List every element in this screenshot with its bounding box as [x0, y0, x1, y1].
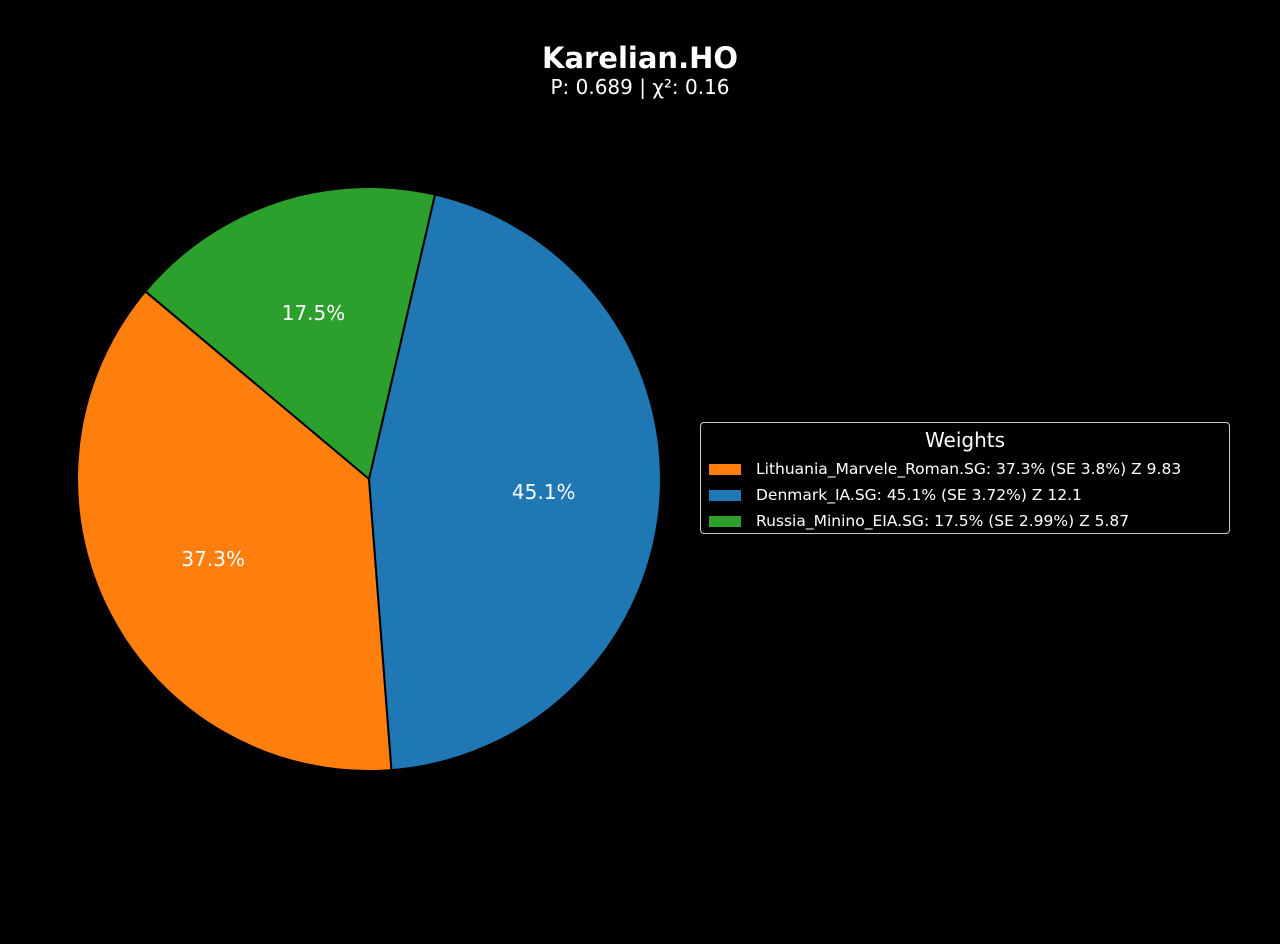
pie-slice-denmark-ia-sg [368, 193, 662, 772]
pie-slice-label: 17.5% [282, 301, 346, 325]
legend-title: Weights [924, 428, 1006, 452]
chart-subtitle: P: 0.689 | χ²: 0.16 [550, 75, 730, 99]
legend-swatch [709, 515, 741, 527]
legend-label: Russia_Minino_EIA.SG: 17.5% (SE 2.99%) Z… [756, 512, 1130, 530]
pie-slices [76, 186, 662, 772]
legend-label: Lithuania_Marvele_Roman.SG: 37.3% (SE 3.… [756, 460, 1182, 478]
legend-item-denmark: Denmark_IA.SG: 45.1% (SE 3.72%) Z 12.1 [709, 482, 1229, 508]
legend-items: Lithuania_Marvele_Roman.SG: 37.3% (SE 3.… [701, 456, 1229, 534]
pie-slice-label: 37.3% [181, 547, 245, 571]
legend-swatch [709, 463, 741, 475]
legend-item-lithuania: Lithuania_Marvele_Roman.SG: 37.3% (SE 3.… [709, 456, 1229, 482]
pie-slice-label: 45.1% [512, 480, 576, 504]
pie-slice-lithuania-marvele-roman-sg [76, 290, 393, 772]
pie-slice-russia-minino-eia-sg [144, 186, 436, 480]
legend-label: Denmark_IA.SG: 45.1% (SE 3.72%) Z 12.1 [756, 486, 1082, 504]
legend-swatch [709, 489, 741, 501]
pie-slice-labels: 37.3% 45.1% 17.5% [181, 301, 575, 571]
legend-item-russia: Russia_Minino_EIA.SG: 17.5% (SE 2.99%) Z… [709, 508, 1229, 534]
legend: Weights Lithuania_Marvele_Roman.SG: 37.3… [700, 422, 1230, 534]
chart-title: Karelian.HO [541, 41, 739, 75]
